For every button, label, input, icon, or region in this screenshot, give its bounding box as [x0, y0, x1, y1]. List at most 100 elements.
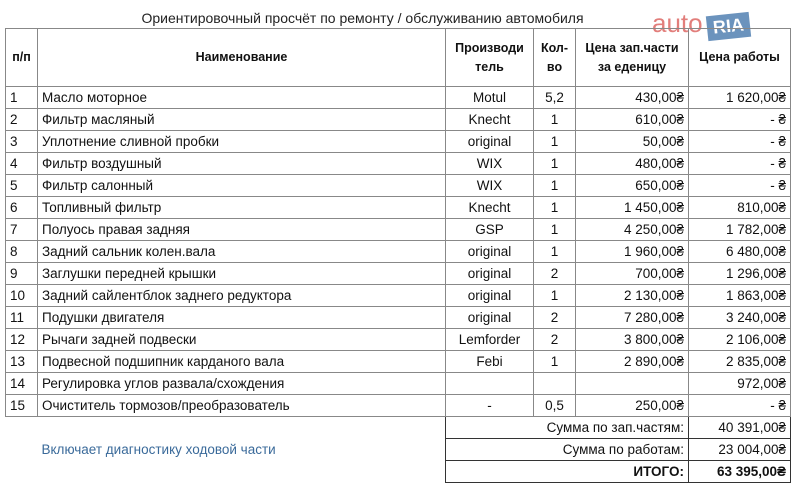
cell [445, 372, 534, 395]
cell: 5,2 [533, 86, 576, 109]
cell: 8 [5, 240, 38, 263]
cell: - ₴ [688, 394, 791, 417]
cell: Рычаги задней подвески [37, 328, 446, 351]
cell: 7 280,00₴ [575, 306, 689, 329]
cell: 1 [533, 108, 576, 131]
header-cell: Цена зап.части за еденицу [575, 28, 689, 87]
cell: 10 [5, 284, 38, 307]
cell: 1 [533, 196, 576, 219]
cell: 972,00₴ [688, 372, 791, 395]
cell: 1 [533, 152, 576, 175]
cell: Полуось правая задняя [37, 218, 446, 241]
cell: Подушки двигателя [37, 306, 446, 329]
cell: Фильтр воздушный [37, 152, 446, 175]
note-cell [38, 461, 446, 483]
cell [6, 439, 38, 461]
cell: 1 450,00₴ [575, 196, 689, 219]
cell: 1 [533, 174, 576, 197]
cell: 2 [5, 108, 38, 131]
cell: Задний сальник колен.вала [37, 240, 446, 263]
cell: 430,00₴ [575, 86, 689, 109]
total-value: 63 395,00₴ [688, 460, 791, 483]
item-row: 15 Очиститель тормозов/преобразователь -0,… [5, 394, 791, 417]
estimate-table: п/п Наименование Производи тель Кол-во Це… [5, 28, 791, 483]
item-row: 10 Задний сайлентблок заднего редуктора or… [5, 284, 791, 307]
item-row: 3 Уплотнение сливной пробки original 1 50,00… [5, 130, 791, 153]
cell: - ₴ [688, 108, 791, 131]
cell [533, 372, 576, 395]
cell: original [445, 262, 534, 285]
cell: 13 [5, 350, 38, 373]
cell: 7 [5, 218, 38, 241]
table-body: 1 Масло моторное Motul 5,2 430,00₴ 1 620,00₴ 2… [5, 86, 791, 483]
cell: 2 890,00₴ [575, 350, 689, 373]
cell: - [445, 394, 534, 417]
total-label: Сумма по работам: [445, 438, 689, 461]
item-row: 5 Фильтр салонный WIX 1 650,00₴ - ₴ [5, 174, 791, 197]
cell: - ₴ [688, 174, 791, 197]
note-cell [38, 417, 446, 439]
cell: 15 [5, 394, 38, 417]
cell: Уплотнение сливной пробки [37, 130, 446, 153]
cell: 3 800,00₴ [575, 328, 689, 351]
cell: Febi [445, 350, 534, 373]
cell: 2 [533, 262, 576, 285]
cell: 5 [5, 174, 38, 197]
cell: 3 240,00₴ [688, 306, 791, 329]
cell: 2 835,00₴ [688, 350, 791, 373]
cell: 1 960,00₴ [575, 240, 689, 263]
cell: GSP [445, 218, 534, 241]
cell [575, 372, 689, 395]
cell: Заглушки передней крышки [37, 262, 446, 285]
header-cell: Наименование [37, 28, 446, 87]
item-row: 1 Масло моторное Motul 5,2 430,00₴ 1 620,00₴ [5, 86, 791, 109]
cell: 12 [5, 328, 38, 351]
total-label: Сумма по зап.частям: [445, 416, 689, 439]
cell: original [445, 240, 534, 263]
sheet-title: Ориентировочный просчёт по ремонту / обс… [141, 10, 584, 26]
cell: 700,00₴ [575, 262, 689, 285]
cell: WIX [445, 174, 534, 197]
cell: 1 [533, 218, 576, 241]
cell: Knecht [445, 108, 534, 131]
cell: Очиститель тормозов/преобразователь [37, 394, 446, 417]
header-line: Цена зап.части [585, 40, 679, 55]
header-cell: Цена работы [688, 28, 791, 87]
cell: 1 620,00₴ [688, 86, 791, 109]
cell: 3 [5, 130, 38, 153]
cell: Фильтр салонный [37, 174, 446, 197]
total-value: 23 004,00₴ [688, 438, 791, 461]
cell: Задний сайлентблок заднего редуктора [37, 284, 446, 307]
cell: 2 106,00₴ [688, 328, 791, 351]
cell: 2 [533, 328, 576, 351]
cell: 250,00₴ [575, 394, 689, 417]
cell: Knecht [445, 196, 534, 219]
cell: 4 250,00₴ [575, 218, 689, 241]
cell: 11 [5, 306, 38, 329]
item-row: 2 Фильтр масляный Knecht 1 610,00₴ - ₴ [5, 108, 791, 131]
cell: - ₴ [688, 152, 791, 175]
cell: 1 [533, 240, 576, 263]
item-row: 14 Регулировка углов развала/схождения 972… [5, 372, 791, 395]
item-row: 11 Подушки двигателя original 2 7 280,00₴ 3 2… [5, 306, 791, 329]
cell: Фильтр масляный [37, 108, 446, 131]
cell: 610,00₴ [575, 108, 689, 131]
cell [6, 461, 38, 483]
item-row: 13 Подвесной подшипник карданого вала Febi… [5, 350, 791, 373]
cell: 2 [533, 306, 576, 329]
cell: 480,00₴ [575, 152, 689, 175]
cell: 1 863,00₴ [688, 284, 791, 307]
cell: Масло моторное [37, 86, 446, 109]
note-cell: Включает диагностику ходовой части [41, 442, 276, 457]
header-line: Производи [455, 40, 524, 55]
cell: 9 [5, 262, 38, 285]
cell: WIX [445, 152, 534, 175]
item-row: 8 Задний сальник колен.вала original 1 1 960… [5, 240, 791, 263]
header-cell: Кол-во [533, 28, 576, 87]
cell: Топливный фильтр [37, 196, 446, 219]
cell: Регулировка углов развала/схождения [37, 372, 446, 395]
cell: 50,00₴ [575, 130, 689, 153]
cell: 1 782,00₴ [688, 218, 791, 241]
cell: original [445, 284, 534, 307]
cell: 1 296,00₴ [688, 262, 791, 285]
